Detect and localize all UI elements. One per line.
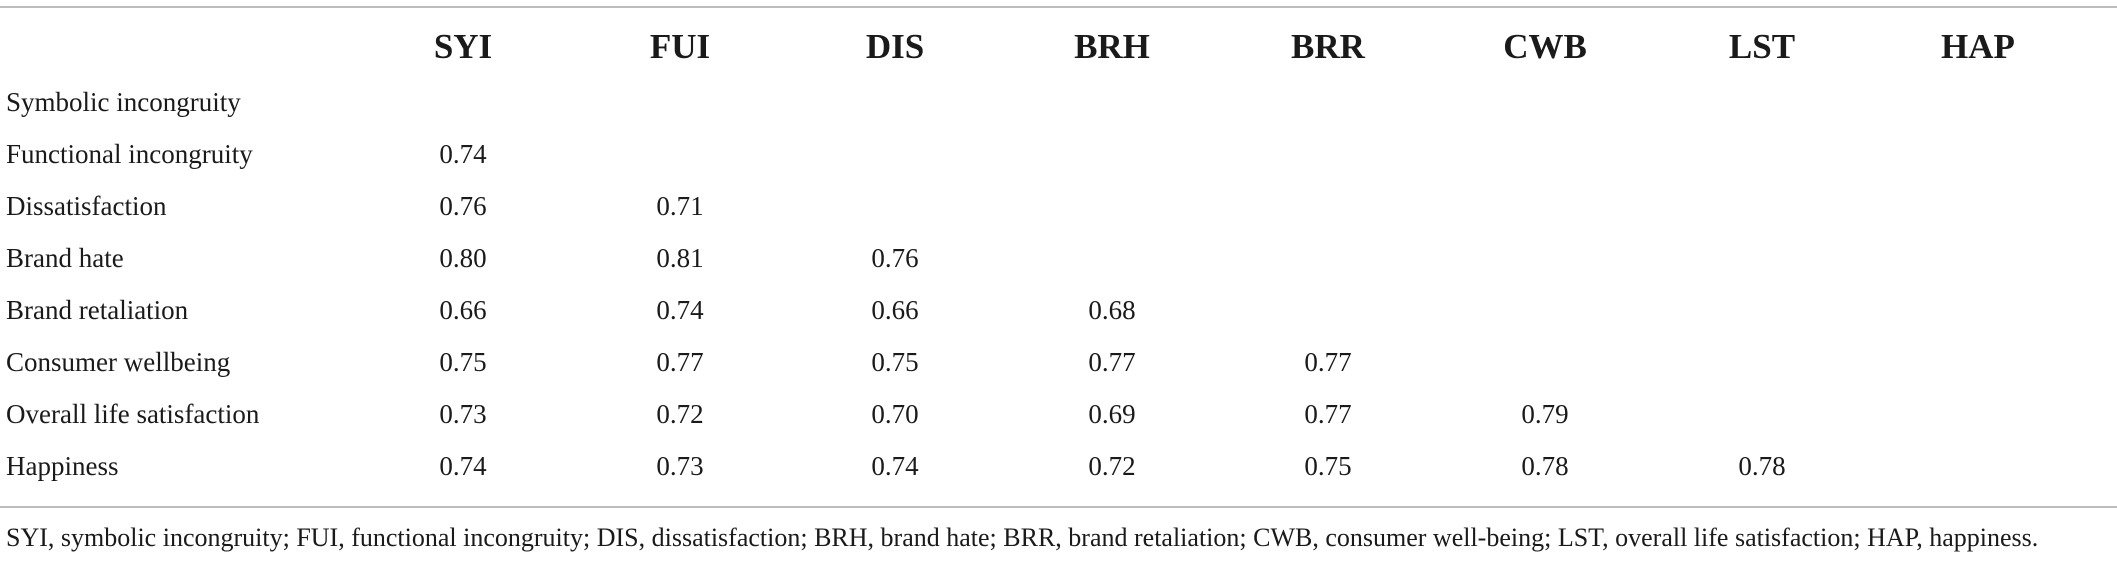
table-row: Dissatisfaction 0.76 0.71: [0, 180, 2117, 232]
table-row: Symbolic incongruity: [0, 76, 2117, 128]
table-cell: 0.77: [1304, 399, 1352, 429]
table-row: Brand hate 0.80 0.81 0.76: [0, 232, 2117, 284]
table-footnote: SYI, symbolic incongruity; FUI, function…: [6, 523, 2039, 552]
table-row: Functional incongruity 0.74: [0, 128, 2117, 180]
table-cell: 0.78: [1521, 451, 1569, 481]
table-cell: 0.72: [1088, 451, 1136, 481]
row-label: Dissatisfaction: [6, 191, 167, 221]
table-cell: 0.79: [1521, 399, 1569, 429]
table-cell: 0.74: [439, 451, 487, 481]
table-cell: 0.77: [1304, 347, 1352, 377]
row-label: Symbolic incongruity: [6, 87, 241, 117]
table-cell: 0.69: [1088, 399, 1136, 429]
column-header-fui: FUI: [649, 27, 711, 66]
row-label: Brand hate: [6, 243, 124, 273]
row-label: Overall life satisfaction: [6, 399, 260, 429]
row-label: Functional incongruity: [6, 139, 253, 169]
table-cell: 0.66: [439, 295, 487, 325]
table-cell: 0.74: [656, 295, 704, 325]
table-cell: 0.75: [439, 347, 487, 377]
table-header: SYI FUI DIS BRH BRR CWB LST HAP: [0, 23, 2117, 71]
table-row: Happiness 0.74 0.73 0.74 0.72 0.75 0.78 …: [0, 440, 2117, 492]
table-row: Overall life satisfaction 0.73 0.72 0.70…: [0, 388, 2117, 440]
column-header-syi: SYI: [433, 27, 493, 66]
row-label: Happiness: [6, 451, 119, 481]
table-cell: 0.72: [656, 399, 704, 429]
table-cell: 0.77: [656, 347, 704, 377]
column-header-lst: LST: [1728, 27, 1796, 66]
table-cell: 0.75: [871, 347, 919, 377]
table-cell: 0.80: [439, 243, 487, 273]
table-row: Consumer wellbeing 0.75 0.77 0.75 0.77 0…: [0, 336, 2117, 388]
table-cell: 0.76: [439, 191, 487, 221]
column-header-brr: BRR: [1291, 27, 1365, 66]
column-header-brh: BRH: [1074, 27, 1150, 66]
table-cell: 0.75: [1304, 451, 1352, 481]
table-cell: 0.68: [1088, 295, 1136, 325]
row-label: Consumer wellbeing: [6, 347, 231, 377]
column-header-cwb: CWB: [1503, 27, 1587, 66]
table-cell: 0.71: [656, 191, 704, 221]
table-cell: 0.74: [871, 451, 919, 481]
table-top-rule: [0, 6, 2117, 8]
column-header-dis: DIS: [865, 27, 925, 66]
table-cell: 0.66: [871, 295, 919, 325]
table-cell: 0.73: [656, 451, 704, 481]
table-cell: 0.81: [656, 243, 704, 273]
table-bottom-rule: [0, 506, 2117, 508]
column-header-hap: HAP: [1941, 27, 2015, 66]
table-cell: 0.77: [1088, 347, 1136, 377]
table-cell: 0.70: [871, 399, 919, 429]
table-cell: 0.73: [439, 399, 487, 429]
row-label: Brand retaliation: [6, 295, 189, 325]
table-cell: 0.76: [871, 243, 919, 273]
table-cell: 0.74: [439, 139, 487, 169]
table-row: Brand retaliation 0.66 0.74 0.66 0.68: [0, 284, 2117, 336]
table-cell: 0.78: [1738, 451, 1786, 481]
